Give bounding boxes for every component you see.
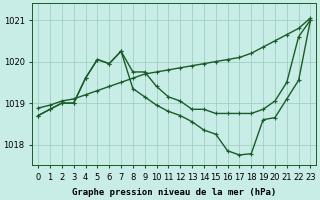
X-axis label: Graphe pression niveau de la mer (hPa): Graphe pression niveau de la mer (hPa): [72, 188, 276, 197]
